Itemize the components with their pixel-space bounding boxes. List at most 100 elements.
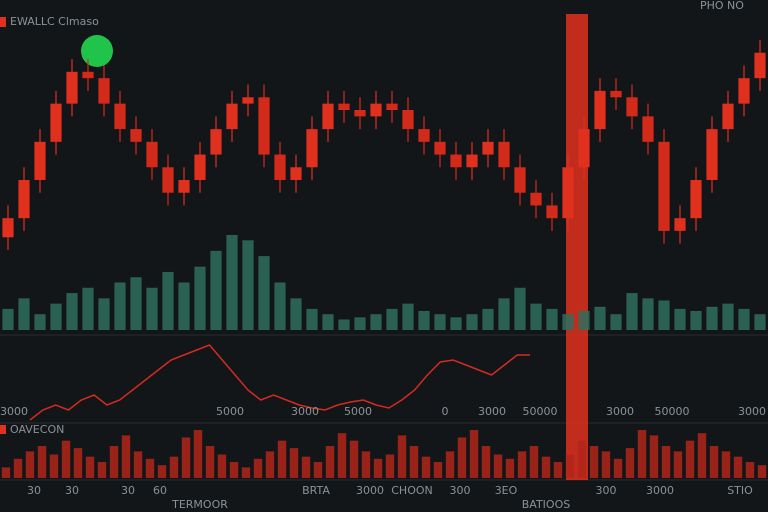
time-label: 3000: [646, 484, 674, 497]
volume-bar: [402, 303, 414, 330]
histogram-bar: [613, 458, 623, 478]
candle-body: [530, 192, 542, 206]
candle-body: [98, 78, 110, 104]
histogram-bar: [49, 454, 59, 478]
histogram-bar: [265, 451, 275, 478]
histogram-bar: [673, 451, 683, 478]
candle-body: [210, 129, 222, 155]
histogram-bar: [289, 448, 299, 478]
volume-bar: [578, 311, 590, 330]
candle-body: [162, 167, 174, 193]
volume-bar: [370, 314, 382, 330]
histogram-bar: [505, 458, 515, 478]
time-label: BRTA: [302, 484, 330, 497]
axis-label: 50000: [523, 405, 558, 418]
candle-body: [226, 103, 238, 130]
histogram-bar: [145, 458, 155, 478]
histogram-bar: [97, 462, 107, 478]
histogram-bar: [481, 446, 491, 478]
volume-bar: [274, 282, 286, 330]
histogram-bar: [625, 448, 635, 478]
volume-bar: [386, 308, 398, 330]
time-label: 300: [450, 484, 471, 497]
histogram-bar: [397, 435, 407, 478]
axis-label: 5000: [344, 405, 372, 418]
volume-bar: [98, 298, 110, 330]
time-label: 3000: [356, 484, 384, 497]
candle-body: [466, 154, 478, 168]
candle-body: [514, 167, 526, 193]
candle-body: [290, 167, 302, 180]
time-label: STIO: [727, 484, 753, 497]
volume-bar: [82, 287, 94, 330]
candle-body: [114, 103, 126, 130]
histogram-bar: [433, 462, 443, 478]
candle-body: [738, 78, 750, 104]
axis-label: 0: [442, 405, 449, 418]
histogram-bar: [469, 430, 479, 478]
candle-body: [338, 103, 350, 110]
histogram-bar: [649, 435, 659, 478]
histogram-bar: [253, 458, 263, 478]
histogram-bar: [1, 467, 11, 478]
candle-body: [2, 218, 14, 238]
volume-bar: [306, 308, 318, 330]
histogram-bar: [337, 433, 347, 478]
indicator-line: [29, 344, 530, 421]
toolbar[interactable]: PHO NO: [700, 0, 744, 12]
volume-bar: [498, 298, 510, 330]
histogram-bar: [445, 451, 455, 478]
caption: TERMOOR: [171, 498, 228, 511]
histogram-bar: [349, 440, 359, 478]
candle-body: [482, 141, 494, 155]
volume-bar: [546, 308, 558, 330]
volume-bar: [642, 298, 654, 330]
volume-bar: [226, 235, 238, 330]
candle-body: [402, 110, 414, 130]
histogram-bar: [61, 440, 71, 478]
caption: BATIOOS: [522, 498, 570, 511]
candle-body: [322, 103, 334, 130]
histogram-bar: [409, 446, 419, 478]
volume-bar: [290, 298, 302, 330]
candle-body: [178, 180, 190, 193]
volume-bar: [242, 240, 254, 330]
candle-body: [642, 116, 654, 142]
candle-body: [546, 205, 558, 219]
histogram-bar: [181, 437, 191, 478]
histogram-bar: [685, 440, 695, 478]
candle-body: [130, 129, 142, 142]
histogram-bar: [757, 465, 767, 478]
volume-bar: [34, 314, 46, 330]
panel-icon: [0, 425, 6, 434]
volume-bar: [338, 319, 350, 330]
volume-bar: [674, 308, 686, 330]
volume-bar: [146, 287, 158, 330]
volume-bar: [66, 293, 78, 330]
histogram-bar: [637, 430, 647, 478]
candle-body: [690, 180, 702, 219]
volume-bar: [194, 266, 206, 330]
candle-body: [674, 218, 686, 231]
axis-label: 3000: [291, 405, 319, 418]
histogram-bar: [133, 451, 143, 478]
histogram-bar: [109, 446, 119, 478]
histogram-bar: [361, 451, 371, 478]
volume-bar: [418, 311, 430, 330]
candle-body: [18, 180, 30, 219]
histogram-bar: [457, 437, 467, 478]
indicator-badge[interactable]: [81, 35, 113, 67]
candle-body: [386, 103, 398, 110]
volume-bar: [514, 287, 526, 330]
histogram-bar: [373, 458, 383, 478]
volume-bar: [130, 277, 142, 330]
histogram-bar: [553, 462, 563, 478]
candle-body: [594, 90, 606, 130]
candle-body: [82, 71, 94, 79]
candle-body: [706, 129, 718, 180]
volume-bar: [322, 314, 334, 330]
axis-label: 50000: [655, 405, 690, 418]
panel-title: OAVECON: [10, 423, 64, 436]
histogram-bar: [121, 435, 131, 478]
